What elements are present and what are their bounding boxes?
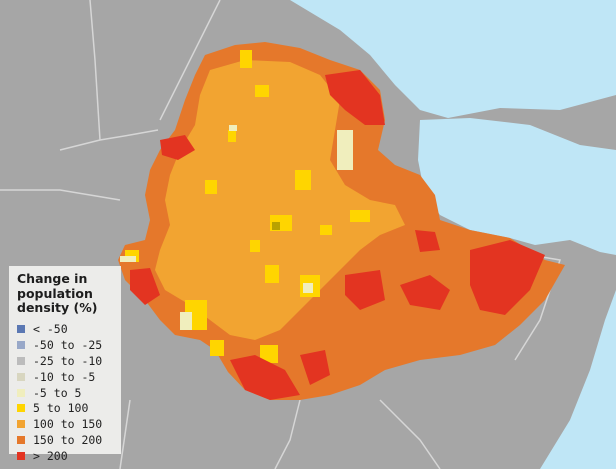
red-sea <box>290 0 616 118</box>
legend-item: -5 to 5 <box>17 385 113 401</box>
legend-swatch <box>17 388 25 397</box>
legend-item: -50 to -25 <box>17 337 113 353</box>
gulf-of-aden <box>418 118 616 255</box>
legend-label: -50 to -25 <box>33 338 103 353</box>
highland-area <box>155 60 405 340</box>
legend-label: 150 to 200 <box>33 432 103 447</box>
legend-swatch <box>17 451 25 460</box>
legend-item: 5 to 100 <box>17 400 113 416</box>
legend-swatch <box>17 435 25 444</box>
low-change-clusters <box>120 125 353 330</box>
legend-label: -10 to -5 <box>33 369 96 384</box>
legend-label: 100 to 150 <box>33 417 103 432</box>
map-legend: Change in population density (%) < -50 -… <box>9 266 121 463</box>
legend-label: -25 to -10 <box>33 353 103 368</box>
legend-item: < -50 <box>17 322 113 338</box>
capital-marker <box>272 222 280 230</box>
legend-item: -25 to -10 <box>17 353 113 369</box>
growth-over-200-clusters <box>130 70 545 400</box>
legend-swatch <box>17 420 25 429</box>
legend-item: 150 to 200 <box>17 432 113 448</box>
legend-item: 100 to 150 <box>17 416 113 432</box>
legend-item: > 200 <box>17 448 113 464</box>
legend-label: > 200 <box>33 448 68 463</box>
legend-label: < -50 <box>33 322 68 337</box>
legend-swatch <box>17 356 25 365</box>
legend-label: 5 to 100 <box>33 401 89 416</box>
legend-swatch <box>17 372 25 381</box>
legend-title: Change in population density (%) <box>17 271 98 315</box>
legend-swatch <box>17 325 25 334</box>
legend-item: -10 to -5 <box>17 369 113 385</box>
legend-swatch <box>17 341 25 350</box>
growth-5-100-clusters <box>125 50 370 363</box>
legend-swatch <box>17 404 25 413</box>
indian-ocean <box>540 290 616 469</box>
legend-label: -5 to 5 <box>33 385 82 400</box>
neighbour-borders <box>0 0 561 469</box>
